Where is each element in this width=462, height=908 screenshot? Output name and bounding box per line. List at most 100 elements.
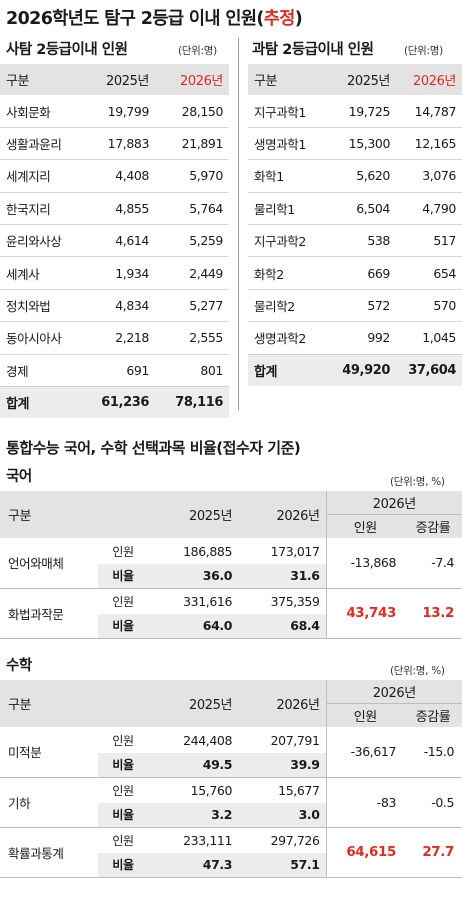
- subject-name: 세계사: [0, 256, 84, 290]
- total-2026: 37,604: [396, 353, 462, 386]
- subject-name: 동아시아사: [0, 321, 84, 355]
- ratio-2026: 39.9: [238, 753, 327, 778]
- value-2025: 15,300: [332, 127, 396, 161]
- value-2026: 4,790: [396, 192, 462, 225]
- total-2026: 78,116: [155, 385, 229, 419]
- row-kind-ratio: 비율: [98, 753, 148, 778]
- subject-name: 언어와매체: [0, 538, 98, 589]
- row-kind-ratio: 비율: [98, 614, 148, 639]
- col-header-count: 인원: [325, 514, 405, 538]
- value-2025: 4,855: [84, 192, 155, 225]
- ratio-2026: 68.4: [238, 614, 327, 639]
- math-header-row-1: 구분 2025년 2026년 2026년: [0, 680, 462, 727]
- subject-name: 물리학2: [248, 289, 332, 323]
- count-2025: 233,111: [183, 832, 233, 848]
- science-header-row: 구분 2025년 2026년: [248, 64, 462, 96]
- change-count: -13,868: [325, 538, 405, 589]
- subject-name: 화학1: [248, 159, 332, 193]
- table-row: 비율 47.3 57.1: [0, 853, 462, 878]
- subject-name: 생명과학1: [248, 127, 332, 161]
- value-2026: 801: [200, 362, 223, 378]
- row-kind-count: 인원: [112, 833, 134, 848]
- korean-table: 구분 2025년 2026년 2026년 인원 증감률 언어와매체 인원 186,8…: [0, 491, 462, 639]
- value-2025: 19,725: [332, 95, 396, 128]
- count-2026: 207,791: [270, 732, 320, 748]
- value-2026: 517: [396, 224, 462, 258]
- math-header-row-2: 인원 증감률: [0, 703, 462, 727]
- subject-name: 생활과윤리: [0, 127, 84, 161]
- ratio-2026: 31.6: [238, 564, 327, 589]
- col-header: 구분: [248, 64, 332, 96]
- row-kind-ratio: 비율: [98, 853, 148, 878]
- science-table-title: 과탐 2등급이내 인원: [252, 42, 374, 58]
- ratio-2025: 47.3: [148, 853, 239, 878]
- table-row: 화법과작문 인원 331,616 375,359 43,743 13.2: [0, 588, 462, 639]
- subject-name: 기하: [0, 777, 98, 828]
- col-header: 구분: [0, 64, 84, 96]
- row-kind-count: 인원: [112, 733, 134, 748]
- count-2025: 15,760: [190, 782, 233, 798]
- value-2025: 4,834: [84, 289, 155, 323]
- count-2025: 244,408: [183, 732, 233, 748]
- col-header-2025: 2025년: [98, 680, 239, 727]
- value-2025: 538: [332, 224, 396, 258]
- social-table-title: 사탐 2등급이내 인원: [6, 42, 128, 58]
- count-2026: 375,359: [270, 593, 320, 609]
- table-row: 세계사 1,934 2,449: [0, 256, 229, 290]
- total-2025: 49,920: [332, 353, 396, 386]
- korean-unit: (단위:명, %): [390, 476, 445, 488]
- subject-name: 확률과통계: [0, 827, 98, 878]
- ratio-2025: 49.5: [148, 753, 239, 778]
- col-header-2026: 2026년: [238, 680, 327, 727]
- change-rate: 13.2: [404, 588, 462, 639]
- col-header-rate: 증감률: [404, 703, 462, 727]
- subject-name: 정치와법: [0, 289, 84, 323]
- table-row: 확률과통계 인원 233,111 297,726 64,615 27.7: [0, 827, 462, 878]
- subject-name: 물리학1: [248, 192, 332, 225]
- change-count: -36,617: [325, 727, 405, 778]
- table-row: 언어와매체 인원 186,885 173,017 -13,868 -7.4: [0, 538, 462, 589]
- subject-name: 세계지리: [0, 159, 84, 193]
- subject-name: 지구과학2: [248, 224, 332, 258]
- value-2025: 19,799: [84, 95, 155, 128]
- value-2026: 14,787: [396, 95, 462, 128]
- col-header-gubun: 구분: [0, 491, 98, 538]
- table-row: 지구과학2 538 517: [248, 224, 462, 258]
- count-2026: 173,017: [270, 543, 320, 559]
- table-row: 비율 3.2 3.0: [0, 803, 462, 828]
- table-row: 기하 인원 15,760 15,677 -83 -0.5: [0, 777, 462, 828]
- science-unit: (단위:명): [404, 45, 443, 57]
- subject-name: 지구과학1: [248, 95, 332, 128]
- table-row: 세계지리 4,408 5,970: [0, 159, 229, 193]
- col-header: 2026년: [396, 64, 462, 96]
- table-row: 정치와법 4,834 5,277: [0, 289, 229, 323]
- col-header-2026: 2026년: [238, 491, 327, 538]
- value-2025: 2,218: [84, 321, 155, 355]
- value-2026: 5,970: [155, 159, 229, 193]
- col-header: 2025년: [332, 64, 396, 96]
- value-2025: 572: [332, 289, 396, 323]
- value-2025: 4,408: [84, 159, 155, 193]
- col-header: 2026년: [155, 64, 229, 96]
- table-row: 동아시아사 2,218 2,555: [0, 321, 229, 355]
- col-header-2026-group: 2026년: [325, 680, 462, 704]
- korean-header-row-1: 구분 2025년 2026년 2026년: [0, 491, 462, 538]
- value-2026: 654: [396, 256, 462, 290]
- value-2026: 2,555: [155, 321, 229, 355]
- value-2025: 17,883: [84, 127, 155, 161]
- table-row: 물리학1 6,504 4,790: [248, 192, 462, 225]
- value-2026: 5,764: [155, 192, 229, 225]
- table-row: 한국지리 4,855 5,764: [0, 192, 229, 225]
- value-2025: 4,614: [84, 224, 155, 258]
- value-2026: 1,045: [422, 330, 456, 346]
- ratio-2025: 64.0: [148, 614, 239, 639]
- value-2025: 992: [367, 330, 390, 346]
- table-row: 화학2 669 654: [248, 256, 462, 290]
- row-kind-count: 인원: [112, 544, 134, 559]
- table-row: 물리학2 572 570: [248, 289, 462, 323]
- science-total-row: 합계 49,920 37,604: [248, 353, 462, 386]
- change-rate: -7.4: [404, 538, 462, 589]
- value-2026: 5,277: [155, 289, 229, 323]
- change-count: 43,743: [325, 588, 405, 639]
